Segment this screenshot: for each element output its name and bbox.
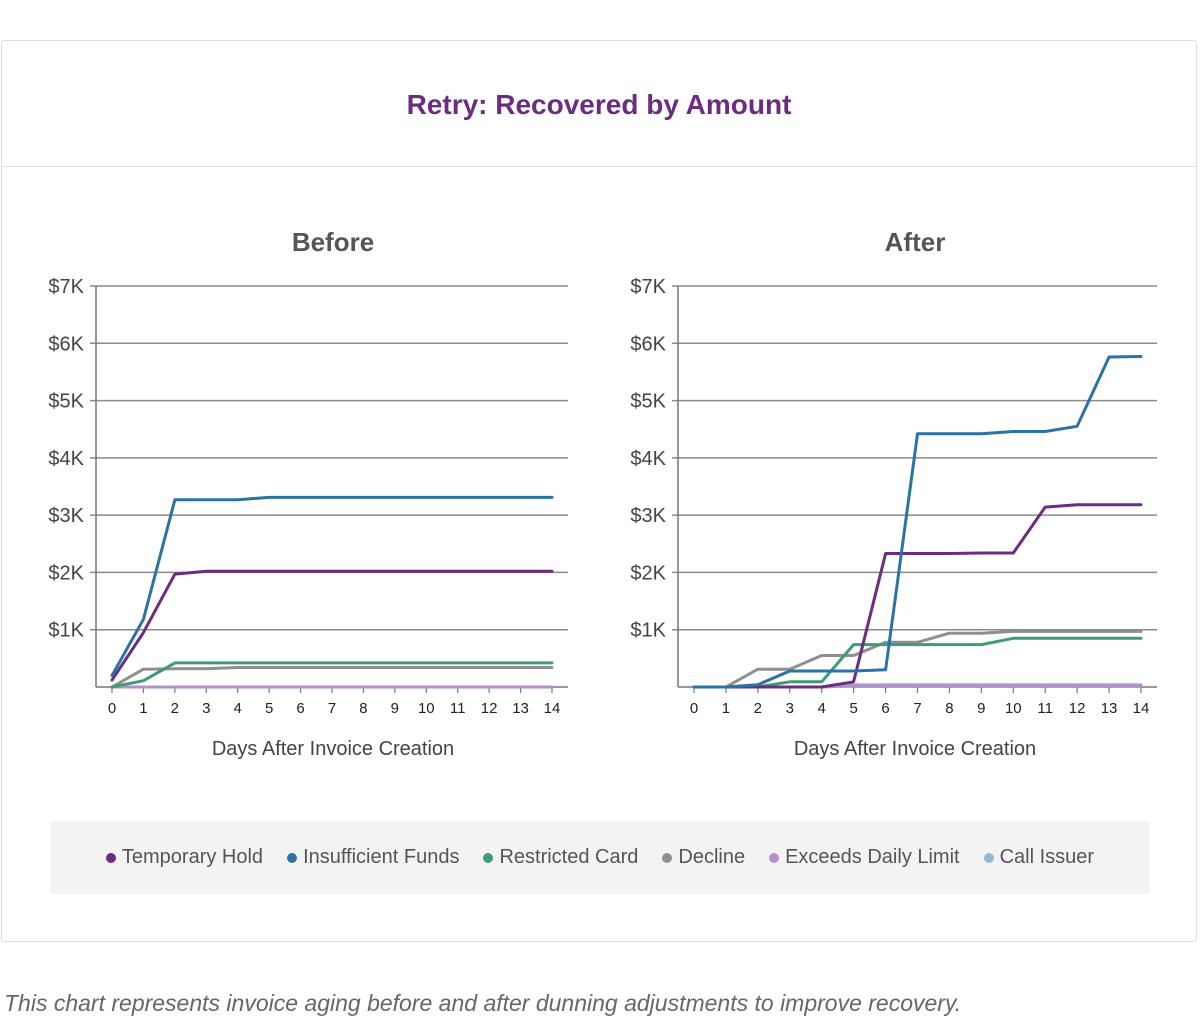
x-tick-label: 7 <box>913 700 921 717</box>
x-tick-label: 4 <box>818 700 826 717</box>
y-tick-label: $5K <box>630 391 666 413</box>
legend-dot-icon <box>983 852 994 863</box>
x-axis-label: Days After Invoice Creation <box>212 738 454 760</box>
series-line-decline <box>110 666 554 689</box>
legend-label: Call Issuer <box>999 846 1095 868</box>
y-tick-label: $4K <box>48 448 84 470</box>
chart-card: Retry: Recovered by Amount <box>1 40 1197 942</box>
x-tick-label: 10 <box>418 700 435 717</box>
legend-dot-icon <box>287 852 298 863</box>
x-tick-label: 2 <box>754 700 762 717</box>
x-tick-label: 6 <box>296 700 304 717</box>
x-tick-label: 5 <box>849 700 857 717</box>
x-tick-label: 14 <box>1133 700 1150 717</box>
legend-item-exceeds-daily-limit[interactable]: Exceeds Daily Limit <box>769 846 960 869</box>
legend-item-decline[interactable]: Decline <box>662 846 745 869</box>
legend-dot-icon <box>769 852 780 863</box>
x-tick-label: 3 <box>202 700 210 717</box>
x-tick-label: 13 <box>512 700 529 717</box>
y-tick-label: $1K <box>48 620 84 642</box>
legend-dot-icon <box>483 852 494 863</box>
x-tick-label: 2 <box>171 700 179 717</box>
x-tick-label: 0 <box>108 700 116 717</box>
legend-item-insufficient-funds[interactable]: Insufficient Funds <box>287 846 459 869</box>
series-line-insufficient-funds <box>110 495 554 677</box>
series-line-restricted-card <box>692 636 1143 689</box>
y-tick-label: $2K <box>48 562 84 584</box>
x-tick-label: 5 <box>265 700 273 717</box>
y-tick-label: $5K <box>48 391 84 413</box>
x-tick-label: 4 <box>234 700 242 717</box>
x-tick-label: 10 <box>1005 700 1022 717</box>
legend-label: Temporary Hold <box>121 846 264 868</box>
x-tick-label: 1 <box>722 700 730 717</box>
page-title: Retry: Recovered by Amount <box>406 88 792 120</box>
legend-item-call-issuer[interactable]: Call Issuer <box>983 846 1095 869</box>
x-tick-label: 12 <box>481 700 498 717</box>
x-tick-label: 13 <box>1101 700 1118 717</box>
x-tick-label: 3 <box>786 700 794 717</box>
legend-label: Exceeds Daily Limit <box>785 846 960 868</box>
charts-svg: Before$1K$2K$3K$4K$5K$6K$7K0 1 2 3 4 5 6 7 8 9 10 1… <box>48 227 1157 760</box>
panel-title: After <box>885 227 946 257</box>
chart-panel-after: After$1K$2K$3K$4K$5K$6K$7K0 1 2 3 4 5 6 7 8 9 10 11… <box>630 227 1157 760</box>
legend-label: Insufficient Funds <box>303 846 460 868</box>
legend-dot-icon <box>105 852 116 863</box>
y-tick-label: $7K <box>48 276 84 298</box>
y-tick-label: $3K <box>48 505 84 527</box>
x-tick-label: 9 <box>977 700 985 717</box>
x-tick-label: 1 <box>139 700 147 717</box>
chart-caption: This chart represents invoice aging befo… <box>4 990 962 1016</box>
x-tick-label: 11 <box>1037 700 1053 717</box>
y-tick-label: $6K <box>48 333 84 355</box>
x-tick-label: 14 <box>544 700 561 717</box>
legend-label: Restricted Card <box>499 846 639 868</box>
series-line-decline <box>692 629 1143 689</box>
x-tick-label: 0 <box>690 700 698 717</box>
card-header: Retry: Recovered by Amount <box>2 41 1196 167</box>
chart-panel-before: Before$1K$2K$3K$4K$5K$6K$7K0 1 2 3 4 5 6 7 8 9 10 1… <box>48 227 568 760</box>
legend-item-temporary-hold[interactable]: Temporary Hold <box>105 846 264 869</box>
x-tick-label: 8 <box>359 700 367 717</box>
series-line-temporary-hold <box>692 503 1143 689</box>
y-tick-label: $1K <box>630 620 666 642</box>
series-line-insufficient-funds <box>692 355 1143 689</box>
x-tick-label: 9 <box>391 700 399 717</box>
y-tick-label: $3K <box>630 505 666 527</box>
series-line-restricted-card <box>110 661 554 689</box>
legend-dot-icon <box>662 852 673 863</box>
x-tick-label: 12 <box>1069 700 1086 717</box>
legend: Temporary Hold Insufficient Funds Restrict… <box>50 821 1150 894</box>
x-tick-label: 7 <box>328 700 336 717</box>
series-line-temporary-hold <box>110 569 554 682</box>
x-axis-label: Days After Invoice Creation <box>794 738 1036 760</box>
y-tick-label: $2K <box>630 562 666 584</box>
x-tick-label: 11 <box>450 700 466 717</box>
x-tick-label: 8 <box>945 700 953 717</box>
y-tick-label: $7K <box>630 276 666 298</box>
y-tick-label: $4K <box>630 448 666 470</box>
panel-title: Before <box>292 227 374 257</box>
legend-label: Decline <box>678 846 746 868</box>
y-tick-label: $6K <box>630 333 666 355</box>
legend-item-restricted-card[interactable]: Restricted Card <box>483 846 638 869</box>
x-tick-label: 6 <box>881 700 889 717</box>
